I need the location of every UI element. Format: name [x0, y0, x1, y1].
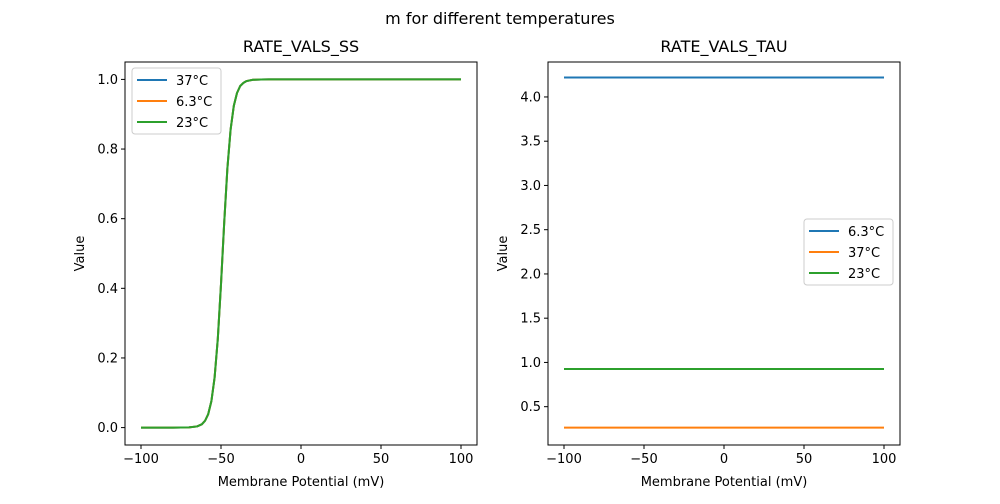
y-tick-label: 1.0 — [520, 356, 541, 371]
y-axis-label: Value — [496, 236, 511, 272]
series-line-23C — [141, 78, 461, 429]
x-tick-label: −100 — [123, 452, 159, 467]
x-tick-label: 50 — [796, 452, 813, 467]
y-tick-label: 0.2 — [97, 351, 118, 366]
y-tick-label: 4.0 — [520, 90, 541, 105]
y-tick-label: 1.0 — [97, 73, 118, 88]
x-tick-label: 100 — [872, 452, 897, 467]
y-tick-label: 1.5 — [520, 312, 541, 327]
x-tick-label: 0 — [720, 452, 728, 467]
legend-label: 37°C — [176, 74, 208, 89]
y-tick-label: 2.0 — [520, 267, 541, 282]
y-tick-label: 0.8 — [97, 143, 118, 158]
y-tick-label: 0.0 — [97, 421, 118, 436]
legend: 37°C 6.3°C 23°C — [131, 67, 222, 135]
x-tick-label: −50 — [207, 452, 234, 467]
legend-label: 23°C — [848, 267, 880, 282]
y-tick-label: 0.5 — [520, 400, 541, 415]
subplot-1: RATE_VALS_SS −100 −50 0 50 100 0.0 0.2 0.4 0.6 0.8… — [73, 37, 478, 490]
x-tick-label: −100 — [546, 452, 582, 467]
legend-box — [131, 67, 222, 135]
legend-label: 6.3°C — [848, 225, 884, 240]
legend-box — [803, 218, 894, 286]
y-tick-label: 0.6 — [97, 212, 118, 227]
legend: 6.3°C 37°C 23°C — [803, 218, 894, 286]
y-tick-label: 3.5 — [520, 135, 541, 150]
legend-label: 23°C — [176, 116, 208, 131]
figure-suptitle: m for different temperatures — [385, 9, 615, 28]
x-tick-label: −50 — [630, 452, 657, 467]
y-tick-label: 0.4 — [97, 282, 118, 297]
y-tick-label: 3.0 — [520, 179, 541, 194]
x-tick-label: 100 — [449, 452, 474, 467]
x-axis-label: Membrane Potential (mV) — [218, 475, 385, 490]
subplot-2: RATE_VALS_TAU −100 −50 0 50 100 0.5 1.0 1.5 2.0 2.… — [496, 37, 901, 490]
x-tick-label: 0 — [297, 452, 305, 467]
x-tick-label: 50 — [373, 452, 390, 467]
legend-label: 37°C — [848, 246, 880, 261]
subplot-title: RATE_VALS_SS — [243, 37, 359, 57]
subplot-title: RATE_VALS_TAU — [660, 37, 787, 57]
y-tick-label: 2.5 — [520, 223, 541, 238]
y-axis-label: Value — [73, 236, 88, 272]
x-axis-label: Membrane Potential (mV) — [641, 475, 808, 490]
legend-label: 6.3°C — [176, 95, 212, 110]
